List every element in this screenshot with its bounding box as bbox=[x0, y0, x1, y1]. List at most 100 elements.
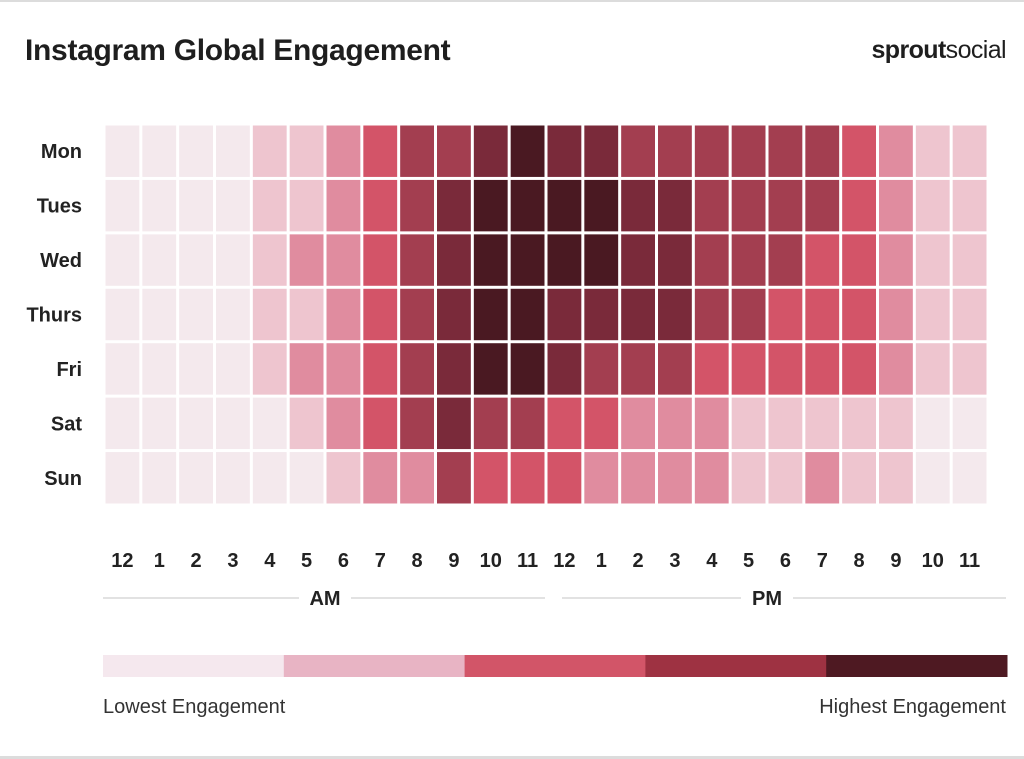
heatmap-cell bbox=[584, 179, 619, 232]
hour-label: 5 bbox=[743, 550, 754, 572]
heatmap-cell bbox=[952, 452, 987, 504]
heatmap-cell bbox=[842, 452, 876, 504]
legend-swatch bbox=[283, 655, 466, 677]
legend-swatch bbox=[464, 655, 646, 677]
heatmap-cell bbox=[437, 343, 471, 395]
heatmap-cell bbox=[694, 125, 729, 177]
day-label: Tues bbox=[37, 196, 82, 218]
legend-high-label: Highest Engagement bbox=[819, 696, 1006, 718]
heatmap-cell bbox=[400, 452, 434, 504]
heatmap-cell bbox=[584, 397, 619, 450]
heatmap-cell bbox=[437, 452, 471, 504]
hour-label: 4 bbox=[706, 550, 718, 572]
heatmap-cell bbox=[473, 234, 508, 286]
heatmap-cell bbox=[658, 234, 692, 286]
heatmap-cell bbox=[694, 343, 729, 395]
am-pm-axis: AM PM bbox=[103, 588, 1006, 610]
heatmap-cell bbox=[915, 234, 950, 286]
heatmap-cell bbox=[658, 452, 692, 504]
heatmap-cell bbox=[179, 452, 213, 504]
heatmap-cell bbox=[326, 234, 361, 286]
heatmap-cell bbox=[731, 234, 766, 286]
heatmap-cell bbox=[437, 125, 471, 177]
heatmap-cell bbox=[289, 179, 324, 232]
hour-label: 8 bbox=[412, 550, 423, 572]
heatmap-cell bbox=[252, 125, 287, 177]
heatmap-cell bbox=[547, 452, 582, 504]
heatmap-cell bbox=[952, 179, 987, 232]
heatmap-cell bbox=[879, 452, 913, 504]
heatmap-cell bbox=[547, 234, 582, 286]
heatmap-cell bbox=[289, 234, 324, 286]
heatmap-cell bbox=[326, 288, 361, 341]
hour-label: 8 bbox=[854, 550, 865, 572]
heatmap-cell bbox=[584, 452, 619, 504]
heatmap-cell bbox=[731, 343, 766, 395]
heatmap-cell bbox=[326, 343, 361, 395]
heatmap-cell bbox=[142, 452, 177, 504]
heatmap-cell bbox=[510, 397, 545, 450]
heatmap-cell bbox=[658, 125, 692, 177]
heatmap-cell bbox=[216, 179, 250, 232]
heatmap-cells bbox=[105, 125, 987, 504]
heatmap-cell bbox=[879, 343, 913, 395]
heatmap-cell bbox=[768, 452, 803, 504]
heatmap-cell bbox=[473, 179, 508, 232]
heatmap-cell bbox=[363, 288, 398, 341]
heatmap-cell bbox=[326, 397, 361, 450]
heatmap-cell bbox=[326, 452, 361, 504]
hour-label: 9 bbox=[448, 550, 459, 572]
heatmap-cell bbox=[952, 397, 987, 450]
heatmap-cell bbox=[400, 179, 434, 232]
heatmap-cell bbox=[768, 288, 803, 341]
heatmap-cell bbox=[915, 452, 950, 504]
brand-regular-text: social bbox=[945, 36, 1007, 64]
heatmap-cell bbox=[437, 179, 471, 232]
heatmap-cell bbox=[805, 125, 840, 177]
hour-label: 12 bbox=[553, 550, 575, 572]
chart-title: Instagram Global Engagement bbox=[25, 34, 451, 67]
heatmap-cell bbox=[658, 179, 692, 232]
heatmap-cell bbox=[142, 397, 177, 450]
heatmap-cell bbox=[547, 397, 582, 450]
heatmap-cell bbox=[694, 397, 729, 450]
heatmap-cell bbox=[584, 125, 619, 177]
day-label: Sun bbox=[44, 468, 82, 490]
heatmap-cell bbox=[363, 234, 398, 286]
hour-label: 7 bbox=[817, 550, 828, 572]
hour-label: 9 bbox=[890, 550, 901, 572]
heatmap-cell bbox=[473, 452, 508, 504]
heatmap-cell bbox=[768, 125, 803, 177]
heatmap-cell bbox=[879, 288, 913, 341]
heatmap-cell bbox=[252, 397, 287, 450]
heatmap-cell bbox=[105, 452, 140, 504]
heatmap-cell bbox=[400, 234, 434, 286]
heatmap-cell bbox=[621, 397, 655, 450]
hour-label: 2 bbox=[191, 550, 202, 572]
heatmap-cell bbox=[510, 234, 545, 286]
hour-label: 1 bbox=[154, 550, 165, 572]
hour-label: 10 bbox=[922, 550, 944, 572]
heatmap-cell bbox=[805, 397, 840, 450]
heatmap-cell bbox=[289, 397, 324, 450]
heatmap-cell bbox=[363, 397, 398, 450]
day-label: Thurs bbox=[26, 305, 82, 327]
heatmap-cell bbox=[952, 234, 987, 286]
heatmap-cell bbox=[658, 397, 692, 450]
heatmap-cell bbox=[252, 343, 287, 395]
heatmap-cell bbox=[731, 288, 766, 341]
heatmap-cell bbox=[216, 452, 250, 504]
day-label: Wed bbox=[40, 250, 82, 272]
heatmap-cell bbox=[915, 343, 950, 395]
heatmap-cell bbox=[805, 343, 840, 395]
heatmap-cell bbox=[216, 288, 250, 341]
heatmap-cell bbox=[842, 179, 876, 232]
heatmap-cell bbox=[179, 343, 213, 395]
heatmap-cell bbox=[842, 125, 876, 177]
heatmap-cell bbox=[216, 397, 250, 450]
heatmap-cell bbox=[289, 452, 324, 504]
heatmap-cell bbox=[547, 179, 582, 232]
legend-swatch bbox=[645, 655, 827, 677]
hour-label: 7 bbox=[375, 550, 386, 572]
